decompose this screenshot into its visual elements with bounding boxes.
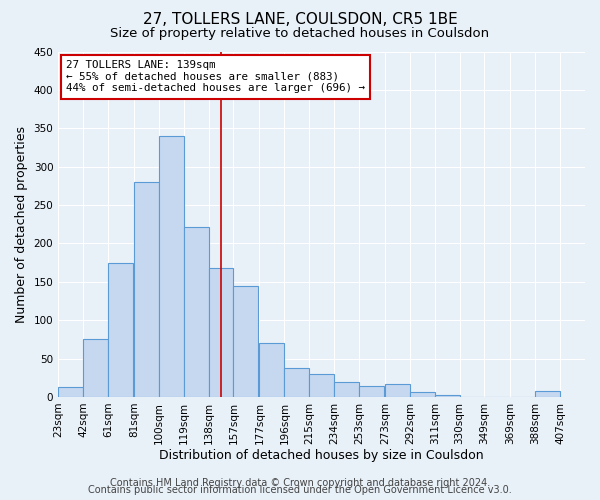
Bar — [209, 268, 233, 397]
Bar — [535, 391, 560, 397]
Bar — [434, 396, 460, 397]
Bar — [108, 262, 133, 397]
Y-axis label: Number of detached properties: Number of detached properties — [15, 126, 28, 322]
Text: Contains HM Land Registry data © Crown copyright and database right 2024.: Contains HM Land Registry data © Crown c… — [110, 478, 490, 488]
Bar — [58, 387, 83, 397]
Bar — [233, 286, 258, 397]
Bar — [309, 374, 334, 397]
Bar — [284, 368, 309, 397]
Text: Contains public sector information licensed under the Open Government Licence v3: Contains public sector information licen… — [88, 485, 512, 495]
Text: 27 TOLLERS LANE: 139sqm
← 55% of detached houses are smaller (883)
44% of semi-d: 27 TOLLERS LANE: 139sqm ← 55% of detache… — [66, 60, 365, 94]
Bar — [410, 392, 434, 397]
X-axis label: Distribution of detached houses by size in Coulsdon: Distribution of detached houses by size … — [159, 450, 484, 462]
Bar — [259, 343, 284, 397]
Bar — [134, 182, 159, 397]
Bar — [385, 384, 410, 397]
Text: 27, TOLLERS LANE, COULSDON, CR5 1BE: 27, TOLLERS LANE, COULSDON, CR5 1BE — [143, 12, 457, 28]
Bar — [184, 226, 209, 397]
Bar — [83, 340, 108, 397]
Bar — [334, 382, 359, 397]
Bar — [359, 386, 383, 397]
Bar — [159, 136, 184, 397]
Text: Size of property relative to detached houses in Coulsdon: Size of property relative to detached ho… — [110, 28, 490, 40]
